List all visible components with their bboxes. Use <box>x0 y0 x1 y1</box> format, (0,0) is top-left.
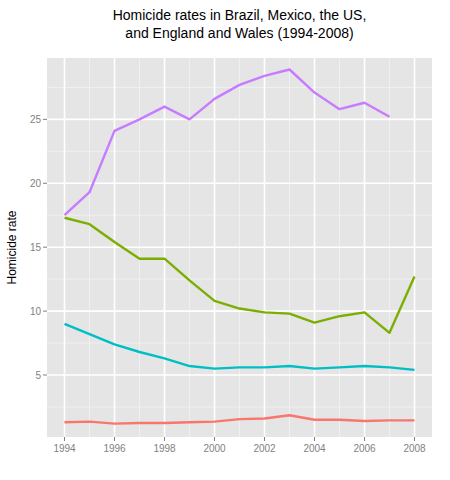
grid <box>47 58 432 437</box>
tick-label: 2000 <box>203 443 226 454</box>
tick-label: 5 <box>35 370 41 381</box>
tick <box>43 119 47 120</box>
grid-line <box>47 374 432 376</box>
tick <box>164 437 165 441</box>
tick-label: 2006 <box>353 443 376 454</box>
tick-label: 2008 <box>403 443 426 454</box>
tick <box>43 183 47 184</box>
series-line <box>65 70 390 216</box>
grid-line <box>47 119 432 121</box>
series-line <box>65 324 415 370</box>
grid-line <box>47 310 432 312</box>
y-axis-label: Homicide rate <box>5 210 19 284</box>
grid-line <box>364 58 366 437</box>
tick <box>43 375 47 376</box>
background <box>0 0 450 480</box>
grid-line <box>414 58 416 437</box>
chart: 5 10 15 20 25 1994 1996 1998 2000 2002 2004 2006 200… <box>0 0 450 480</box>
tick-label: 1994 <box>53 443 76 454</box>
tick-label: 2002 <box>253 443 276 454</box>
tick-label: 10 <box>30 306 42 317</box>
grid-line <box>64 58 66 437</box>
series-line <box>65 415 415 423</box>
tick <box>43 247 47 248</box>
tick-label: 20 <box>30 178 42 189</box>
tick <box>364 437 365 441</box>
tick <box>414 437 415 441</box>
grid-line <box>47 246 432 248</box>
title-line: Homicide rates in Brazil, Mexico, the US… <box>113 7 367 23</box>
axes: 5 10 15 20 25 1994 1996 1998 2000 2002 2004 2006 200… <box>30 114 426 454</box>
title-line: and England and Wales (1994-2008) <box>125 25 353 41</box>
grid-line <box>114 58 116 437</box>
series-line <box>65 218 415 333</box>
grid-line <box>164 58 166 437</box>
title: Homicide rates in Brazil, Mexico, the US… <box>113 7 367 41</box>
grid-line <box>47 182 432 184</box>
tick <box>64 437 65 441</box>
tick <box>43 311 47 312</box>
grid-line <box>264 58 266 437</box>
plot-panel <box>47 58 432 437</box>
tick <box>264 437 265 441</box>
tick-label: 2004 <box>303 443 326 454</box>
tick-label: 1996 <box>103 443 126 454</box>
tick <box>214 437 215 441</box>
tick-label: 15 <box>30 242 42 253</box>
tick <box>114 437 115 441</box>
tick-label: 25 <box>30 114 42 125</box>
tick <box>314 437 315 441</box>
tick-label: 1998 <box>153 443 176 454</box>
grid-line <box>314 58 316 437</box>
grid-line <box>214 58 216 437</box>
series-lines <box>65 70 415 424</box>
